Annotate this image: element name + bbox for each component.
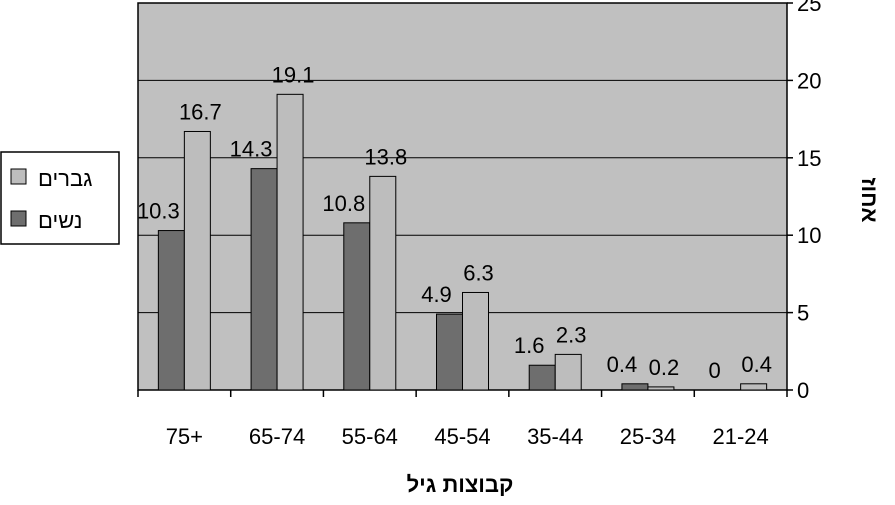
bar	[369, 175, 397, 391]
data-label: 10.8	[322, 191, 365, 216]
bar	[528, 364, 556, 391]
data-label: 6.3	[463, 260, 494, 285]
x-tick-label: 35-44	[527, 424, 583, 449]
bar	[621, 383, 649, 391]
data-label: 0.4	[741, 352, 772, 377]
data-label: 0	[709, 358, 721, 383]
bar	[250, 168, 278, 391]
bar	[436, 313, 463, 391]
y-tick-label: 5	[797, 301, 809, 326]
data-label: 1.6	[514, 333, 545, 358]
y-axis-title: אחוז	[857, 177, 882, 222]
data-labels: 10.3 16.7 14.3 19.1 10.8 13.8 4.9 6.3 1.6 2.3 0.4 0…	[137, 62, 772, 383]
bar	[157, 230, 185, 391]
axes: 0 5 10 15 20 25 75+ 65-74 55-64 45-54 35-44 25-34 21…	[137, 0, 821, 449]
legend: גברים נשים	[0, 151, 120, 245]
legend-label-women: נשים	[38, 208, 82, 233]
legend-box	[0, 151, 120, 245]
y-tick-label: 25	[797, 0, 821, 16]
bar	[647, 386, 675, 391]
x-tick-label: 75+	[166, 424, 203, 449]
bar	[183, 130, 211, 391]
data-label: 16.7	[179, 99, 222, 124]
legend-swatch-men	[10, 168, 27, 185]
x-axis-title: קבוצות גיל	[407, 472, 514, 497]
y-tick-label: 0	[797, 378, 809, 403]
data-label: 0.2	[649, 355, 680, 380]
x-tick-label: 45-54	[434, 424, 490, 449]
y-tick-label: 20	[797, 68, 821, 93]
bar	[740, 383, 768, 391]
data-label: 19.1	[272, 62, 315, 87]
x-tick-label: 25-34	[620, 424, 676, 449]
y-tick-label: 15	[797, 146, 821, 171]
data-label: 14.3	[230, 137, 273, 162]
x-tick-label: 55-64	[342, 424, 398, 449]
bar	[343, 222, 371, 391]
x-tick-label: 21-24	[713, 424, 769, 449]
bars	[157, 93, 768, 391]
data-label: 13.8	[364, 144, 407, 169]
bar	[462, 291, 489, 391]
data-label: 0.4	[607, 352, 638, 377]
data-label: 4.9	[421, 282, 452, 307]
y-tick-label: 10	[797, 223, 821, 248]
x-tick-label: 65-74	[249, 424, 305, 449]
legend-swatch-women	[10, 210, 27, 227]
legend-label-men: גברים	[38, 166, 92, 191]
bar	[276, 93, 304, 391]
data-label: 2.3	[556, 322, 587, 347]
data-label: 10.3	[137, 199, 180, 224]
bar	[554, 353, 582, 391]
